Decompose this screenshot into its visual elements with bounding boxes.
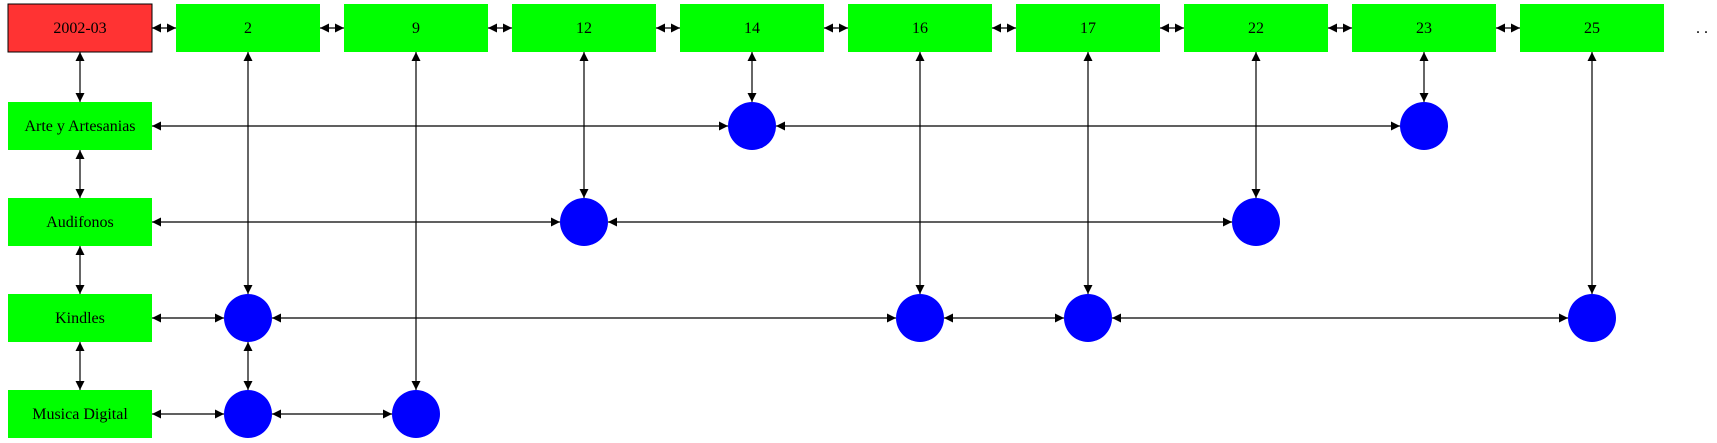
column-header-23-box — [1352, 4, 1496, 52]
edges-layer — [75, 23, 1597, 419]
column-header-9-box — [344, 4, 488, 52]
row-label-kindles-label: Kindles — [55, 310, 105, 327]
column-header-12: 12 — [512, 4, 656, 52]
row-label-arte-y-artesanias-label: Arte y Artesanias — [24, 118, 135, 135]
cell-node-kindles-2 — [224, 294, 272, 342]
column-header-2: 2 — [176, 4, 320, 52]
column-header-12-label: 12 — [576, 20, 592, 37]
column-header-22: 22 — [1184, 4, 1328, 52]
column-header-25: 25 — [1520, 4, 1664, 52]
row-label-kindles-box — [8, 294, 152, 342]
column-header-14: 14 — [680, 4, 824, 52]
ellipsis-text: . . — [1696, 20, 1708, 37]
column-header-14-box — [680, 4, 824, 52]
column-header-22-box — [1184, 4, 1328, 52]
column-header-16-label: 16 — [912, 20, 928, 37]
cell-node-arte-y-artesanias-23 — [1400, 102, 1448, 150]
cell-node-kindles-16 — [896, 294, 944, 342]
cell-node-musica-digital-2 — [224, 390, 272, 438]
column-header-9-label: 9 — [412, 20, 420, 37]
root-node-label: 2002-03 — [53, 20, 106, 37]
column-header-23: 23 — [1352, 4, 1496, 52]
column-header-2-label: 2 — [244, 20, 252, 37]
cell-node-audifonos-22 — [1232, 198, 1280, 246]
cell-node-musica-digital-9 — [392, 390, 440, 438]
row-label-kindles: Kindles — [8, 294, 152, 342]
column-header-17-label: 17 — [1080, 20, 1096, 37]
row-label-musica-digital: Musica Digital — [8, 390, 152, 438]
column-header-17-box — [1016, 4, 1160, 52]
cell-node-kindles-25 — [1568, 294, 1616, 342]
root-node-box — [7, 3, 153, 53]
nodes-layer: 2002-03 2 9 12 14 16 17 22 23 25 Arte y Artesanias… — [7, 3, 1664, 438]
row-label-audifonos-box — [8, 198, 152, 246]
cell-node-kindles-17 — [1064, 294, 1112, 342]
column-header-16-box — [848, 4, 992, 52]
column-header-2-box — [176, 4, 320, 52]
column-header-17: 17 — [1016, 4, 1160, 52]
root-node: 2002-03 — [7, 3, 153, 53]
column-header-22-label: 22 — [1248, 20, 1264, 37]
column-header-14-label: 14 — [744, 20, 760, 37]
cell-node-arte-y-artesanias-14 — [728, 102, 776, 150]
column-header-25-box — [1520, 4, 1664, 52]
row-label-arte-y-artesanias-box — [8, 102, 152, 150]
column-header-12-box — [512, 4, 656, 52]
row-label-musica-digital-box — [8, 390, 152, 438]
column-header-23-label: 23 — [1416, 20, 1432, 37]
column-header-9: 9 — [344, 4, 488, 52]
row-label-audifonos: Audifonos — [8, 198, 152, 246]
row-label-musica-digital-label: Musica Digital — [32, 406, 128, 423]
column-header-16: 16 — [848, 4, 992, 52]
cell-node-audifonos-12 — [560, 198, 608, 246]
row-label-audifonos-label: Audifonos — [46, 214, 114, 231]
column-header-25-label: 25 — [1584, 20, 1600, 37]
row-label-arte-y-artesanias: Arte y Artesanias — [8, 102, 152, 150]
